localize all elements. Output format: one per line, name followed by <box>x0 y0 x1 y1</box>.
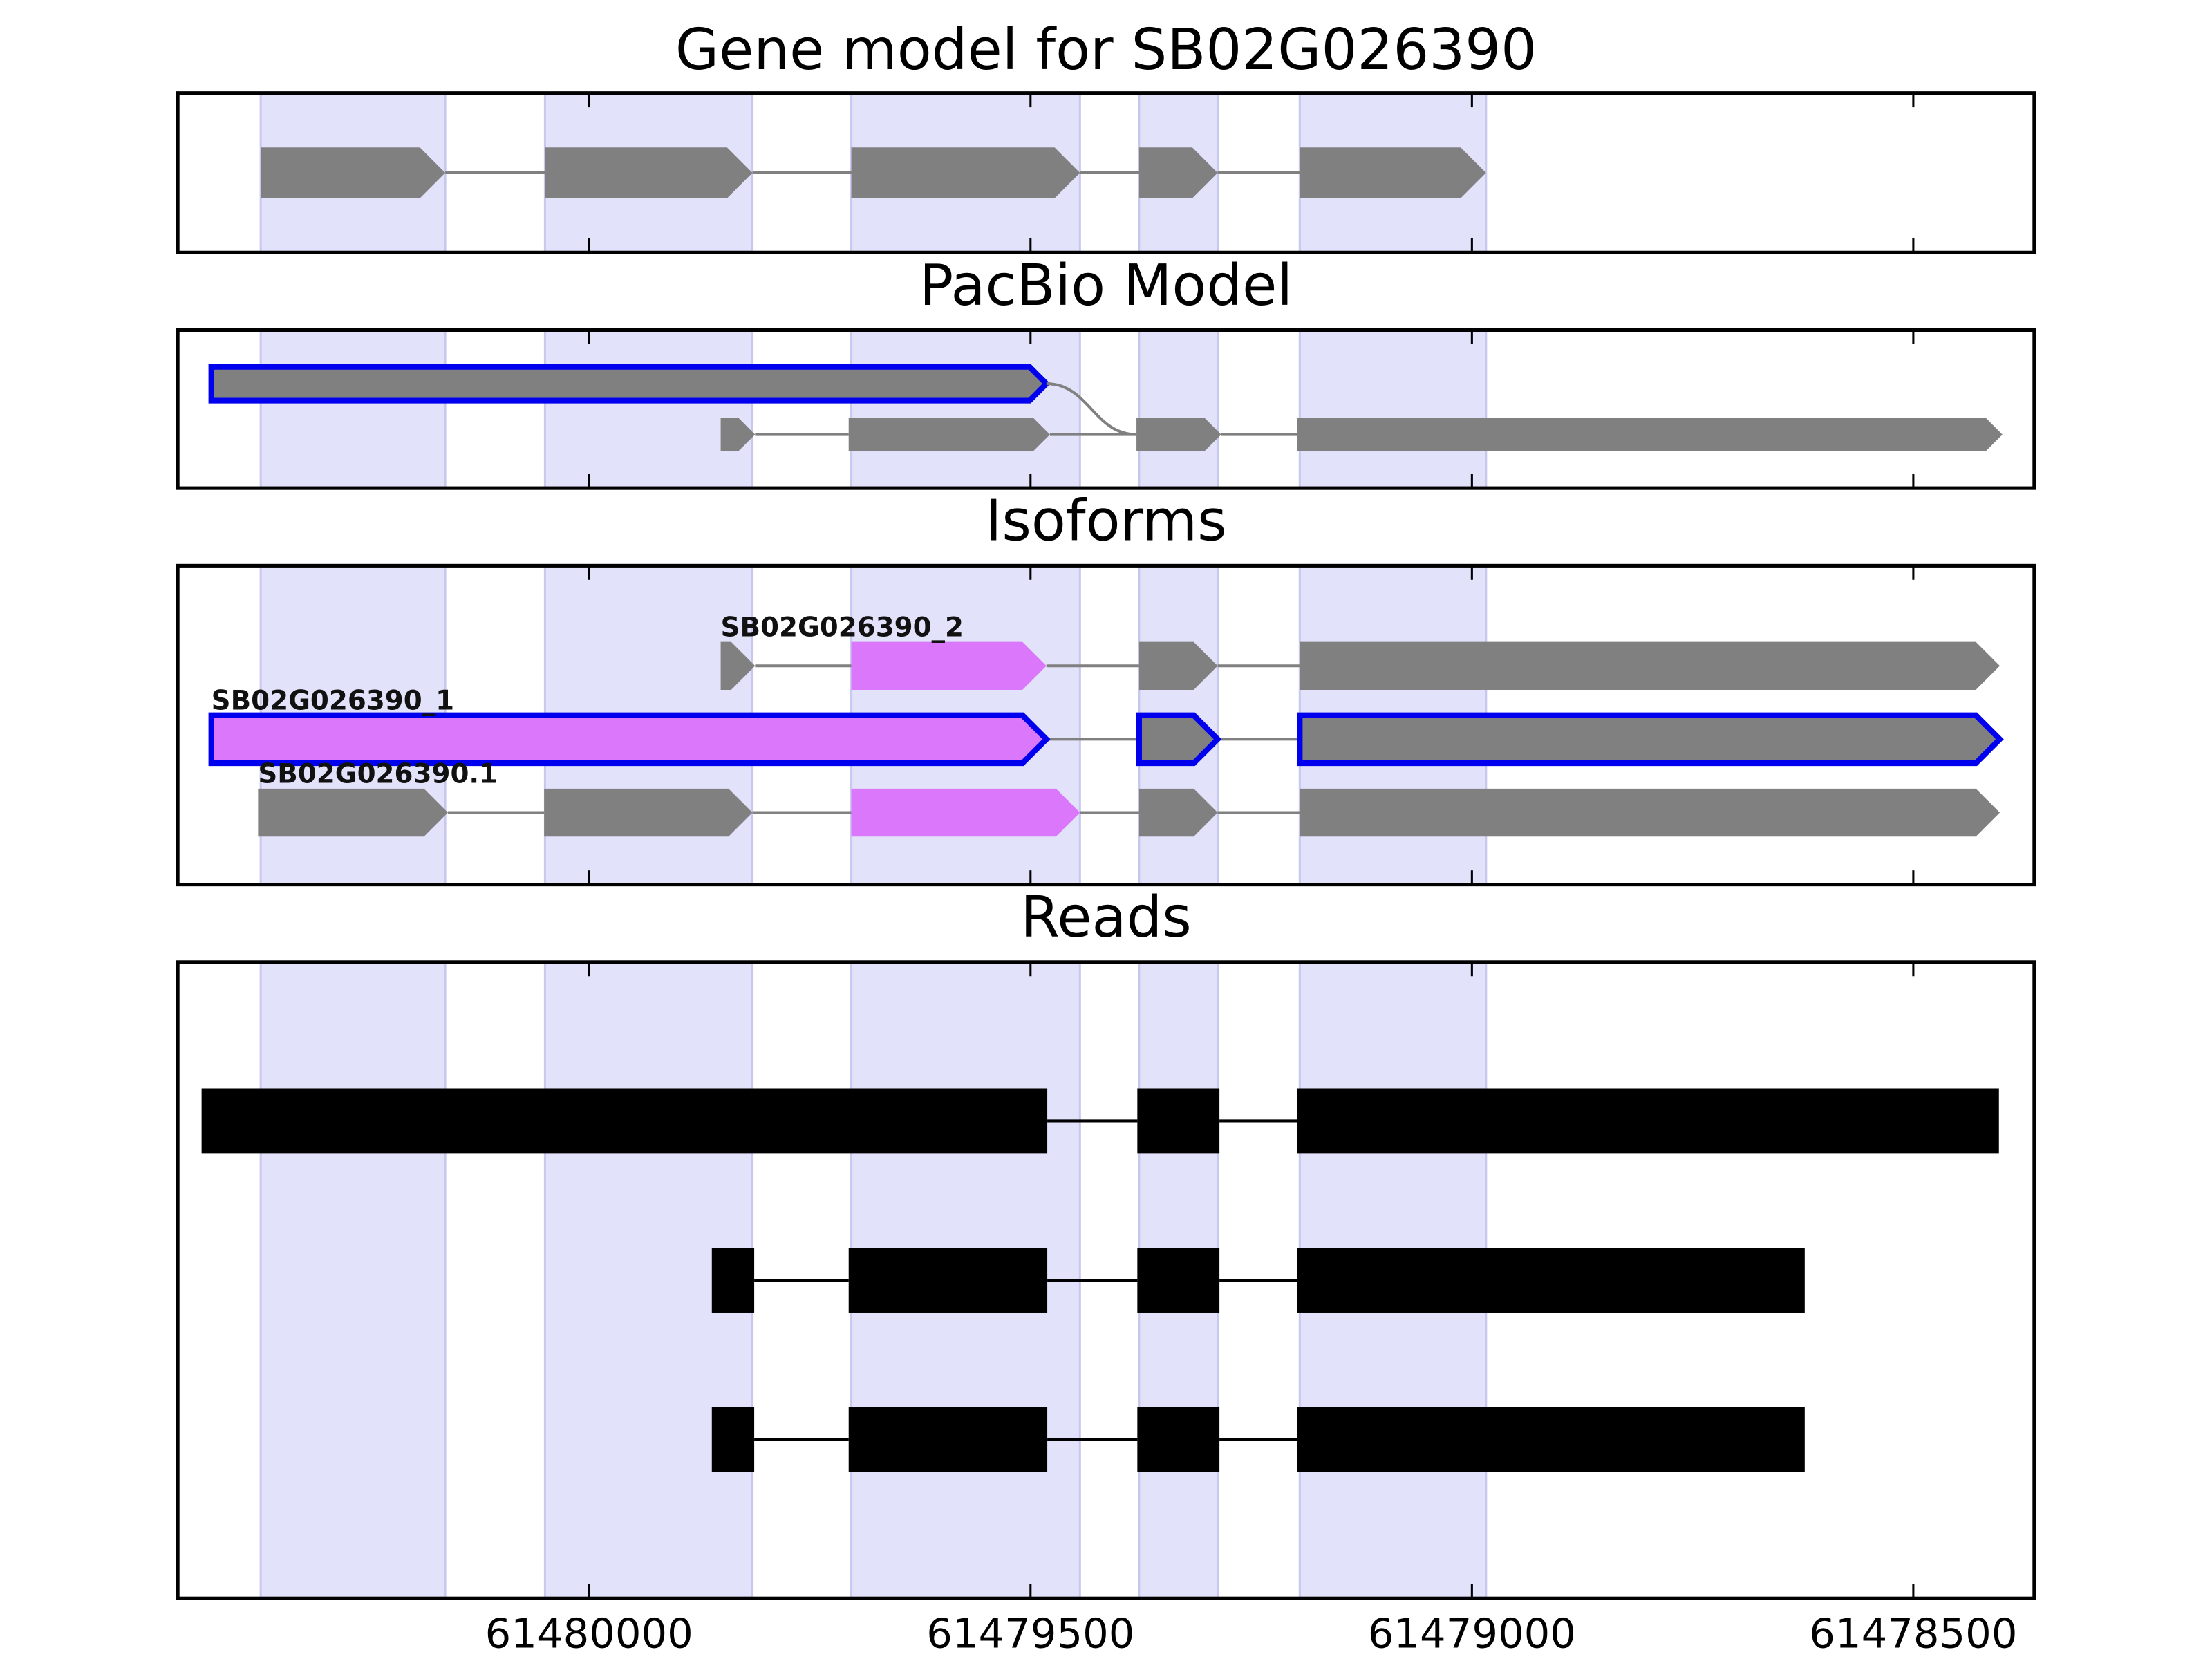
exon <box>208 712 1051 767</box>
isoform-label: SB02G026390.1 <box>258 759 498 790</box>
exon <box>720 641 756 690</box>
exon <box>1297 712 2004 767</box>
exon <box>720 418 756 452</box>
exon <box>1136 712 1222 767</box>
exon <box>1138 641 1218 690</box>
read-block <box>848 1407 1048 1472</box>
read-block <box>711 1248 755 1313</box>
exon <box>851 641 1047 690</box>
exon <box>1300 788 2000 837</box>
read-block <box>1137 1407 1220 1472</box>
read-block <box>711 1407 755 1472</box>
x-tick-label: 61478500 <box>1809 1609 2017 1657</box>
x-tick-label: 61479000 <box>1368 1609 1576 1657</box>
read-block <box>1297 1248 1805 1313</box>
exon-band <box>259 329 447 489</box>
exon <box>208 364 1051 404</box>
exon <box>544 788 753 837</box>
read-block <box>1137 1088 1220 1154</box>
panel-frame <box>176 563 2036 887</box>
exon <box>1138 788 1218 837</box>
exon <box>545 147 753 198</box>
panel-title: Reads <box>1020 885 1192 950</box>
exon <box>851 788 1080 837</box>
junction-curve <box>1046 382 1137 436</box>
isoform-label: SB02G026390_1 <box>212 686 454 717</box>
exon <box>1136 418 1221 452</box>
panel-title: Isoforms <box>985 489 1226 554</box>
exon <box>258 788 448 837</box>
exon-band <box>543 961 754 1600</box>
read-block <box>1297 1088 1999 1154</box>
exon <box>1300 641 2000 690</box>
exon-band <box>850 329 1081 489</box>
isoform-label: SB02G026390_2 <box>721 612 964 643</box>
exon-band <box>1138 329 1219 489</box>
exon <box>261 147 446 198</box>
panel-frame <box>176 960 2036 1600</box>
x-tick-label: 61479500 <box>926 1609 1134 1657</box>
exon <box>1297 418 2003 452</box>
exon-band <box>1298 329 1488 489</box>
panel: PacBio Model <box>176 253 2036 490</box>
exon-band <box>259 961 447 1600</box>
read-block <box>1297 1407 1805 1472</box>
panel: Gene model for SB02G026390 <box>176 17 2036 254</box>
read-block <box>848 1248 1048 1313</box>
read-block <box>201 1088 1048 1154</box>
panel: Isoforms SB02G026390_2 SB02G026390_1 SB02G0… <box>176 489 2036 887</box>
exon <box>851 147 1080 198</box>
exon <box>1300 147 1486 198</box>
x-tick-label: 61480000 <box>485 1609 693 1657</box>
panel-title: PacBio Model <box>919 253 1293 319</box>
panel-frame <box>176 328 2036 490</box>
exon <box>1138 147 1218 198</box>
panel-title: Gene model for SB02G026390 <box>675 17 1537 83</box>
exon-band <box>543 329 754 489</box>
panel-frame <box>176 91 2036 254</box>
read-block <box>1137 1248 1220 1313</box>
exon <box>848 418 1050 452</box>
panel: Reads 61480000 61479500 61479000 61478500 <box>176 885 2036 1657</box>
